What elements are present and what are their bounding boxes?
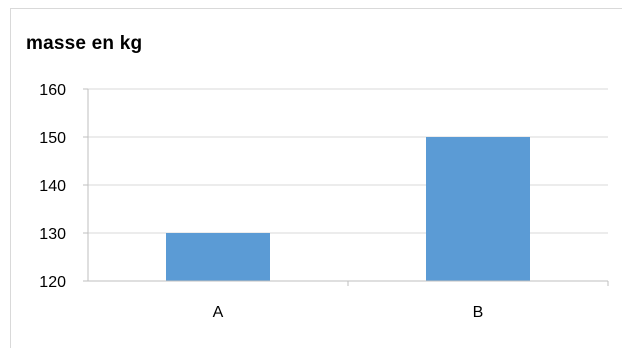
x-tick-label-B: B (473, 304, 484, 321)
y-tick-label-120: 120 (39, 274, 66, 291)
axes (83, 88, 609, 286)
bars (166, 137, 530, 281)
chart-frame (10, 8, 622, 348)
bar-B (426, 137, 530, 281)
y-tick-label-150: 150 (39, 130, 66, 147)
y-tick-labels: 120 130 140 150 160 (39, 82, 66, 291)
chart-title: masse en kg (26, 33, 143, 54)
bar-A (166, 233, 270, 281)
x-tick-label-A: A (213, 304, 224, 321)
y-tick-label-130: 130 (39, 226, 66, 243)
y-tick-label-160: 160 (39, 82, 66, 99)
y-tick-label-140: 140 (39, 178, 66, 195)
